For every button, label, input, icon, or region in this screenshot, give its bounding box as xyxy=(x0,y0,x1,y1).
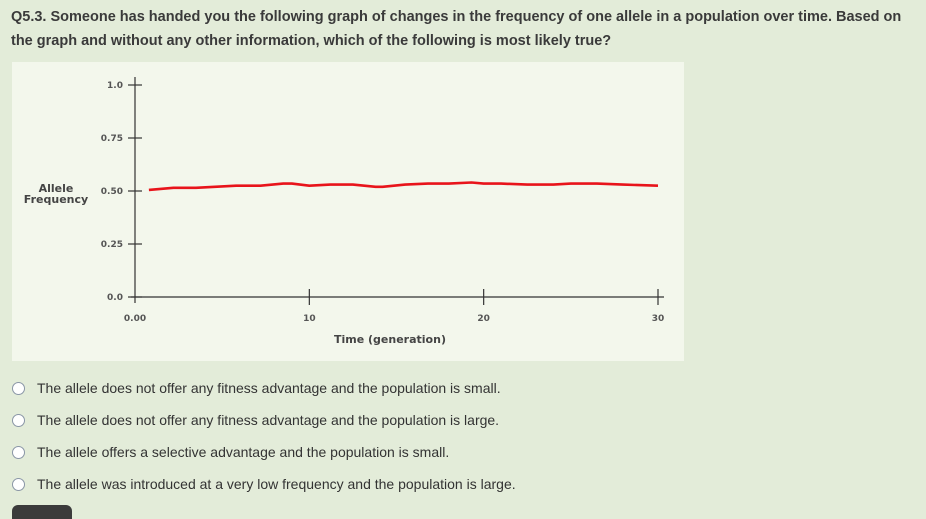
x-axis-title: Time (generation) xyxy=(334,333,446,346)
answer-options: The allele does not offer any fitness ad… xyxy=(12,372,516,500)
submit-button[interactable] xyxy=(12,505,72,519)
option-1[interactable]: The allele does not offer any fitness ad… xyxy=(12,372,516,404)
y-tick-label: 1.0 xyxy=(107,81,123,91)
x-tick-label: 20 xyxy=(477,314,490,324)
question-text: Q5.3. Someone has handed you the followi… xyxy=(11,9,902,49)
option-label: The allele was introduced at a very low … xyxy=(37,476,516,492)
chart-ticks: 0.0 0.25 0.50 0.75 1.0 0.00 10 20 30 xyxy=(101,81,664,324)
y-tick-label: 0.75 xyxy=(101,134,123,144)
y-tick-label: 0.25 xyxy=(101,240,123,250)
option-label: The allele does not offer any fitness ad… xyxy=(37,412,500,428)
option-label: The allele offers a selective advantage … xyxy=(37,444,450,460)
option-2[interactable]: The allele does not offer any fitness ad… xyxy=(12,404,516,436)
y-axis-title-line2: Frequency xyxy=(24,193,88,206)
option-3[interactable]: The allele offers a selective advantage … xyxy=(12,436,516,468)
allele-frequency-graph: 0.0 0.25 0.50 0.75 1.0 0.00 10 20 30 Allele Freq… xyxy=(12,62,684,361)
radio-button[interactable] xyxy=(12,381,25,395)
option-label: The allele does not offer any fitness ad… xyxy=(37,380,501,396)
y-tick-label: 0.50 xyxy=(101,187,123,197)
y-tick-label: 0.0 xyxy=(107,293,123,303)
allele-frequency-line xyxy=(148,181,659,192)
chart-series xyxy=(148,181,659,192)
option-4[interactable]: The allele was introduced at a very low … xyxy=(12,468,516,500)
chart-axes xyxy=(131,77,664,303)
radio-button[interactable] xyxy=(12,477,25,491)
y-axis-title-line1: Allele xyxy=(39,182,74,195)
x-tick-label: 10 xyxy=(303,314,316,324)
radio-button[interactable] xyxy=(12,445,25,459)
x-tick-label: 30 xyxy=(652,314,665,324)
radio-button[interactable] xyxy=(12,413,25,427)
x-tick-label: 0.00 xyxy=(124,314,146,324)
chart-svg: 0.0 0.25 0.50 0.75 1.0 0.00 10 20 30 Allele Freq… xyxy=(24,77,664,346)
